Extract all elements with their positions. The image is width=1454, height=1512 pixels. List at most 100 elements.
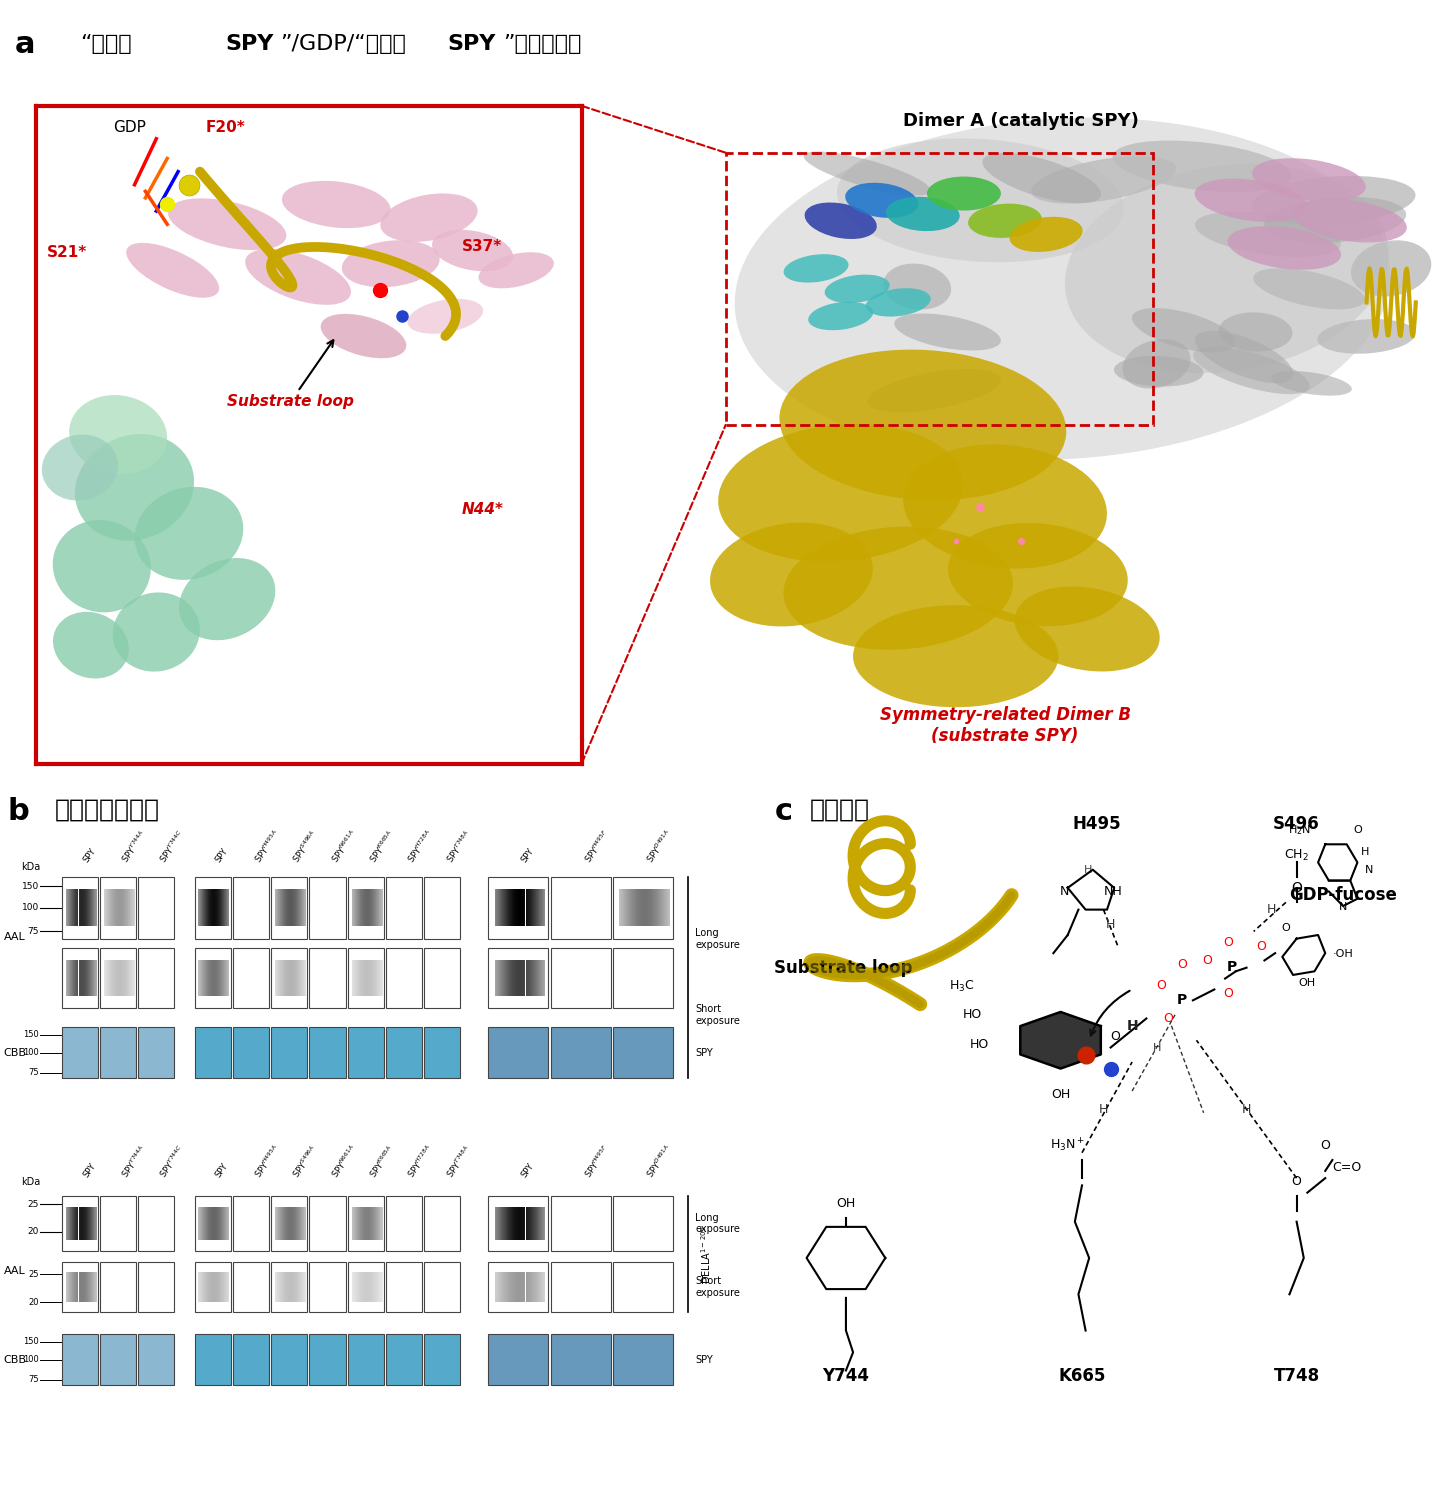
Text: H: H — [1361, 847, 1370, 857]
Text: SPY$^{H495F}$: SPY$^{H495F}$ — [582, 827, 614, 865]
Ellipse shape — [838, 139, 1124, 262]
Text: K665: K665 — [1059, 1367, 1105, 1385]
Bar — [385, 1027, 422, 1078]
Text: 150: 150 — [23, 1030, 39, 1039]
Text: 25: 25 — [29, 1270, 39, 1279]
Ellipse shape — [734, 118, 1390, 460]
Text: P: P — [1227, 960, 1237, 974]
Text: H: H — [1242, 1102, 1252, 1116]
Ellipse shape — [1064, 163, 1389, 373]
Ellipse shape — [948, 523, 1128, 626]
Text: HO: HO — [970, 1037, 989, 1051]
Text: Short
exposure: Short exposure — [695, 1276, 740, 1297]
Bar — [551, 948, 611, 1007]
Bar — [385, 1196, 422, 1250]
Text: 75: 75 — [28, 1376, 39, 1385]
Bar — [310, 1027, 346, 1078]
Ellipse shape — [808, 302, 874, 330]
Text: H: H — [1266, 903, 1277, 916]
Bar — [195, 1027, 231, 1078]
Text: SPY$^{N661A}$: SPY$^{N661A}$ — [329, 827, 359, 865]
Bar — [489, 877, 548, 939]
Ellipse shape — [70, 395, 167, 475]
Ellipse shape — [983, 153, 1101, 203]
Ellipse shape — [1227, 227, 1341, 269]
Bar — [233, 948, 269, 1007]
Bar — [348, 1196, 384, 1250]
Text: b: b — [7, 797, 29, 826]
Bar — [614, 1334, 673, 1385]
Bar — [614, 948, 673, 1007]
Text: P: P — [1178, 993, 1188, 1007]
Ellipse shape — [1264, 197, 1406, 243]
Bar — [138, 1196, 174, 1250]
Text: O: O — [1281, 924, 1290, 933]
Text: 100: 100 — [23, 1048, 39, 1057]
Bar — [489, 1261, 548, 1312]
Ellipse shape — [1252, 175, 1416, 225]
Ellipse shape — [52, 612, 129, 679]
Bar — [270, 1027, 307, 1078]
Text: SPY$^{D491A}$: SPY$^{D491A}$ — [644, 827, 676, 865]
Text: SPY$^{K665A}$: SPY$^{K665A}$ — [366, 1143, 398, 1179]
Text: GDP: GDP — [113, 119, 145, 135]
Text: 催化机制: 催化机制 — [810, 797, 869, 821]
Text: H: H — [1153, 1043, 1162, 1054]
Bar — [425, 1261, 461, 1312]
Text: SPY: SPY — [695, 1355, 712, 1365]
Text: SPY$^{K665A}$: SPY$^{K665A}$ — [366, 829, 398, 865]
Text: H: H — [1083, 865, 1092, 875]
Polygon shape — [1021, 1012, 1101, 1069]
Text: ”/GDP/“底物型: ”/GDP/“底物型 — [281, 35, 407, 54]
Text: O: O — [1163, 1012, 1173, 1025]
Ellipse shape — [1271, 370, 1352, 396]
Ellipse shape — [1317, 319, 1416, 354]
Bar — [310, 1196, 346, 1250]
Ellipse shape — [321, 314, 406, 358]
Ellipse shape — [432, 230, 513, 271]
Bar — [310, 948, 346, 1007]
Text: SPY$^{T748A}$: SPY$^{T748A}$ — [443, 829, 474, 865]
Text: OH: OH — [1051, 1089, 1070, 1101]
Text: SPY$^{H495F}$: SPY$^{H495F}$ — [582, 1143, 614, 1179]
Ellipse shape — [1112, 141, 1291, 192]
Bar — [385, 877, 422, 939]
Bar — [195, 877, 231, 939]
Text: kDa: kDa — [22, 862, 41, 872]
Text: O: O — [1256, 939, 1266, 953]
Ellipse shape — [894, 313, 1000, 351]
Ellipse shape — [1031, 156, 1176, 204]
Text: 75: 75 — [28, 1069, 39, 1078]
Text: O: O — [1291, 1175, 1301, 1188]
Text: Y744: Y744 — [823, 1367, 869, 1385]
Text: N: N — [1365, 865, 1373, 875]
Bar — [551, 1027, 611, 1078]
Text: O: O — [1224, 936, 1233, 950]
Text: OH: OH — [1298, 978, 1316, 987]
Ellipse shape — [407, 299, 483, 334]
Bar — [310, 877, 346, 939]
Bar — [614, 877, 673, 939]
Ellipse shape — [1114, 355, 1204, 387]
Bar — [726, 153, 1153, 425]
Ellipse shape — [42, 434, 118, 500]
Ellipse shape — [1131, 308, 1236, 352]
Bar — [100, 1196, 137, 1250]
Text: HO: HO — [963, 1009, 981, 1022]
Bar — [233, 877, 269, 939]
Bar — [551, 1196, 611, 1250]
Bar — [425, 1196, 461, 1250]
Ellipse shape — [718, 423, 963, 562]
Text: Substrate loop: Substrate loop — [227, 340, 355, 410]
Ellipse shape — [1195, 331, 1293, 383]
Bar — [489, 948, 548, 1007]
Ellipse shape — [845, 183, 919, 218]
Bar — [63, 1027, 99, 1078]
Ellipse shape — [478, 253, 554, 289]
Ellipse shape — [1009, 216, 1083, 253]
Ellipse shape — [135, 487, 243, 581]
Text: SPY$^{T748A}$: SPY$^{T748A}$ — [443, 1143, 474, 1179]
Bar — [63, 877, 99, 939]
Bar — [348, 1334, 384, 1385]
Text: N: N — [1060, 885, 1069, 898]
